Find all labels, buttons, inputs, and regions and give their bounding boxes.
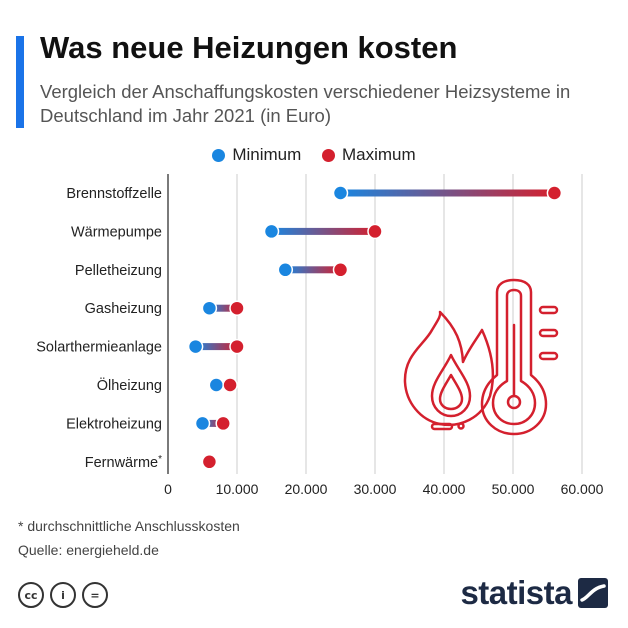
chart-row: Brennstoffzelle	[66, 185, 563, 202]
range-bar	[340, 189, 555, 197]
maximum-point	[215, 415, 231, 432]
range-bar	[202, 419, 224, 427]
by-icon[interactable]: i	[50, 582, 76, 608]
range-bar	[209, 304, 237, 312]
maximum-point	[201, 454, 218, 470]
chart-row: Elektroheizung	[66, 415, 231, 432]
x-tick-label: 10.000	[216, 481, 259, 497]
range-bar	[285, 266, 341, 274]
legend-label-minimum: Minimum	[232, 145, 302, 164]
category-label: Ölheizung	[97, 376, 162, 394]
logo-text: statista	[460, 574, 572, 611]
x-axis: 0 10.000 20.000 30.000 40.000 50.000 60.000	[164, 174, 604, 497]
maximum-point	[229, 300, 245, 316]
minimum-point	[201, 300, 218, 316]
base-dash-icon	[430, 422, 454, 431]
chart-row: Wärmepumpe	[71, 223, 383, 240]
source-note: Quelle: energieheld.de	[18, 542, 159, 558]
x-tick-label: 50.000	[492, 481, 535, 497]
chart-row: Pelletheizung	[75, 262, 349, 279]
chart-row: Fernwärme*	[85, 453, 218, 471]
scale-mark-icon	[538, 328, 559, 338]
category-label: Brennstoffzelle	[66, 186, 162, 202]
chart-row: Gasheizung	[85, 300, 245, 317]
range-bar	[195, 343, 237, 351]
dumbbell-chart: Brennstoffzelle Wärmepumpe Pelletheizung Ga…	[36, 174, 604, 497]
category-label: Wärmepumpe	[71, 224, 162, 240]
chart-row: Solarthermieanlage	[36, 338, 245, 356]
thermometer-inner-icon	[491, 288, 537, 426]
minimum-point	[208, 377, 225, 393]
chart-row: Ölheizung	[97, 376, 238, 394]
flame-drop-inner-icon	[438, 373, 464, 411]
accent-bar	[16, 36, 24, 128]
maximum-point	[367, 223, 383, 240]
legend-item-maximum: Maximum	[322, 145, 416, 165]
flame-drop-icon	[430, 353, 472, 418]
license-icons: cc i =	[18, 582, 108, 608]
page-subtitle: Vergleich der Anschaffungskosten verschi…	[40, 81, 571, 126]
chart-rows: Brennstoffzelle Wärmepumpe Pelletheizung Ga…	[36, 185, 563, 471]
legend-item-minimum: Minimum	[212, 145, 301, 165]
minimum-point	[277, 262, 294, 278]
minimum-point	[263, 223, 280, 240]
thermometer-bulb-icon	[506, 394, 522, 410]
category-label: Elektroheizung	[66, 416, 162, 432]
category-label: Pelletheizung	[75, 263, 162, 279]
category-label: Fernwärme*	[85, 453, 162, 471]
page-title: Was neue Heizungen kosten	[40, 30, 458, 65]
scale-mark-icon	[538, 305, 559, 315]
nd-icon[interactable]: =	[82, 582, 108, 608]
x-tick-label: 40.000	[423, 481, 466, 497]
base-dot-icon	[457, 422, 465, 430]
category-label: Gasheizung	[85, 301, 162, 317]
category-label: Solarthermieanlage	[36, 340, 162, 356]
maximum-point	[229, 338, 245, 355]
maximum-point	[332, 262, 349, 278]
minimum-point	[187, 338, 204, 355]
cc-icon[interactable]: cc	[18, 582, 44, 608]
statista-mark-icon	[578, 578, 608, 608]
x-tick-label: 30.000	[354, 481, 397, 497]
x-tick-label: 0	[164, 481, 172, 497]
thermometer-outer-icon	[480, 278, 548, 436]
x-tick-label: 60.000	[561, 481, 604, 497]
heating-thermometer-illustration	[403, 278, 559, 436]
legend-label-maximum: Maximum	[342, 145, 416, 164]
legend-dot-minimum	[212, 148, 226, 162]
minimum-point	[332, 185, 349, 201]
range-bar	[271, 227, 375, 235]
legend-dot-maximum	[322, 148, 335, 162]
x-tick-label: 20.000	[285, 481, 328, 497]
maximum-point	[546, 185, 563, 201]
legend: Minimum Maximum	[0, 145, 628, 167]
statista-logo[interactable]: statista	[460, 574, 608, 612]
minimum-point	[194, 415, 211, 432]
footnote: * durchschnittliche Anschlusskosten	[18, 518, 240, 534]
maximum-point	[222, 377, 238, 393]
flame-outer-icon	[403, 310, 495, 427]
scale-mark-icon	[538, 351, 559, 361]
